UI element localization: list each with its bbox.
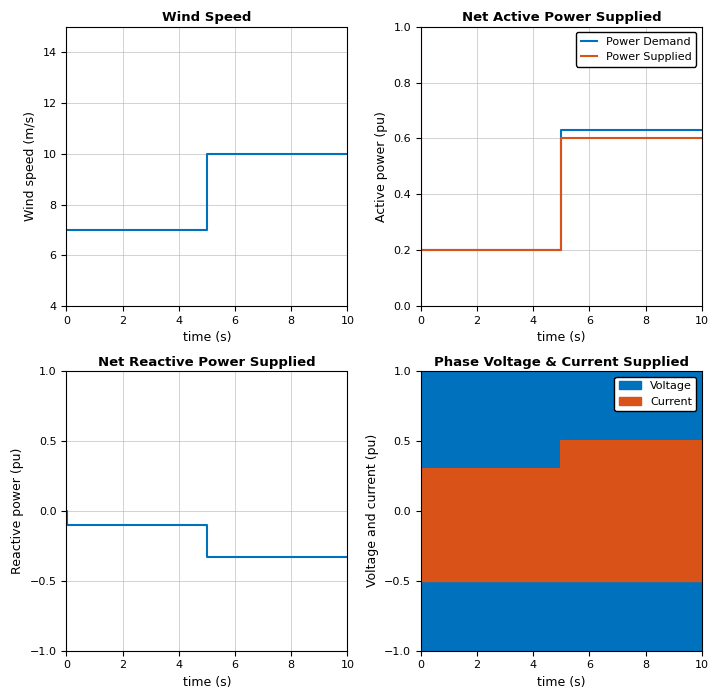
Power Demand <box>557 246 566 255</box>
Y-axis label: Active power (pu): Active power (pu) <box>375 111 388 222</box>
Current <box>698 437 706 445</box>
Title: Net Reactive Power Supplied: Net Reactive Power Supplied <box>98 356 316 369</box>
X-axis label: time (s): time (s) <box>537 676 585 689</box>
Line: Power Supplied: Power Supplied <box>420 27 702 251</box>
X-axis label: time (s): time (s) <box>537 331 585 344</box>
Current <box>416 465 425 473</box>
Power Supplied <box>417 22 426 31</box>
Title: Wind Speed: Wind Speed <box>162 11 251 24</box>
Legend: Power Demand, Power Supplied: Power Demand, Power Supplied <box>576 32 696 66</box>
Current <box>557 465 566 473</box>
X-axis label: time (s): time (s) <box>183 676 231 689</box>
Power Supplied <box>557 134 566 143</box>
Current <box>557 437 566 445</box>
Power Supplied <box>417 246 426 255</box>
Line: Current: Current <box>420 441 702 469</box>
Power Demand <box>416 246 425 255</box>
Power Supplied <box>416 22 425 31</box>
Y-axis label: Reactive power (pu): Reactive power (pu) <box>11 448 24 574</box>
Power Demand <box>557 126 566 134</box>
Power Supplied <box>557 246 566 255</box>
Power Demand <box>698 126 706 134</box>
Y-axis label: Wind speed (m/s): Wind speed (m/s) <box>24 111 37 221</box>
X-axis label: time (s): time (s) <box>183 331 231 344</box>
Y-axis label: Voltage and current (pu): Voltage and current (pu) <box>366 434 379 587</box>
Line: Power Demand: Power Demand <box>420 130 702 251</box>
Power Supplied <box>698 134 706 143</box>
Title: Phase Voltage & Current Supplied: Phase Voltage & Current Supplied <box>434 356 689 369</box>
Legend: Voltage, Current: Voltage, Current <box>614 377 696 411</box>
Title: Net Active Power Supplied: Net Active Power Supplied <box>462 11 661 24</box>
